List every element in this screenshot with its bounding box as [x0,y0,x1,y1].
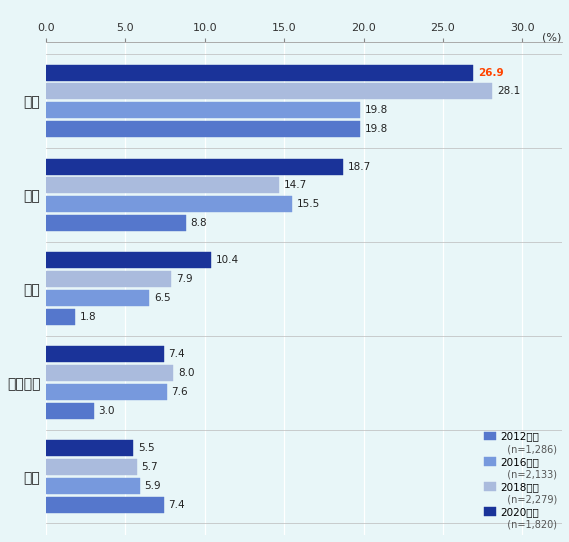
Bar [46,83,492,99]
Bar [46,64,473,81]
Text: 1.8: 1.8 [79,312,96,322]
Text: 7.9: 7.9 [176,274,193,284]
Text: 5.7: 5.7 [141,462,158,472]
Text: 3.0: 3.0 [98,406,115,416]
Text: 14.7: 14.7 [284,180,307,190]
Bar [46,196,292,212]
Legend: 2012年度,   (n=1,286), 2016年度,   (n=2,133), 2018年度,   (n=2,279), 2020年度,   (n=1,82: 2012年度, (n=1,286), 2016年度, (n=2,133), 20… [484,431,557,530]
Bar [46,253,211,268]
Bar [46,159,343,175]
Text: 5.9: 5.9 [145,481,161,491]
Text: 15.5: 15.5 [297,199,320,209]
Bar [46,403,94,419]
Text: 10.4: 10.4 [216,255,239,266]
Text: 8.0: 8.0 [178,368,194,378]
Text: 5.5: 5.5 [138,443,155,453]
Text: 26.9: 26.9 [478,68,504,78]
Text: 7.6: 7.6 [171,387,188,397]
Text: 18.7: 18.7 [348,162,371,171]
Bar [46,496,163,513]
Bar [46,102,360,118]
Bar [46,271,171,287]
Text: 6.5: 6.5 [154,293,171,303]
Bar [46,365,173,381]
Bar [46,121,360,137]
Text: 19.8: 19.8 [365,124,389,134]
Bar [46,177,279,193]
Bar [46,440,133,456]
Bar [46,478,139,494]
Text: 7.4: 7.4 [168,500,185,509]
Bar [46,309,75,325]
Bar [46,346,163,363]
Text: (%): (%) [542,33,561,43]
Text: 28.1: 28.1 [497,86,520,96]
Text: 19.8: 19.8 [365,105,389,115]
Text: 8.8: 8.8 [191,218,207,228]
Bar [46,459,137,475]
Bar [46,290,149,306]
Text: 7.4: 7.4 [168,350,185,359]
Bar [46,384,167,400]
Bar [46,215,185,231]
